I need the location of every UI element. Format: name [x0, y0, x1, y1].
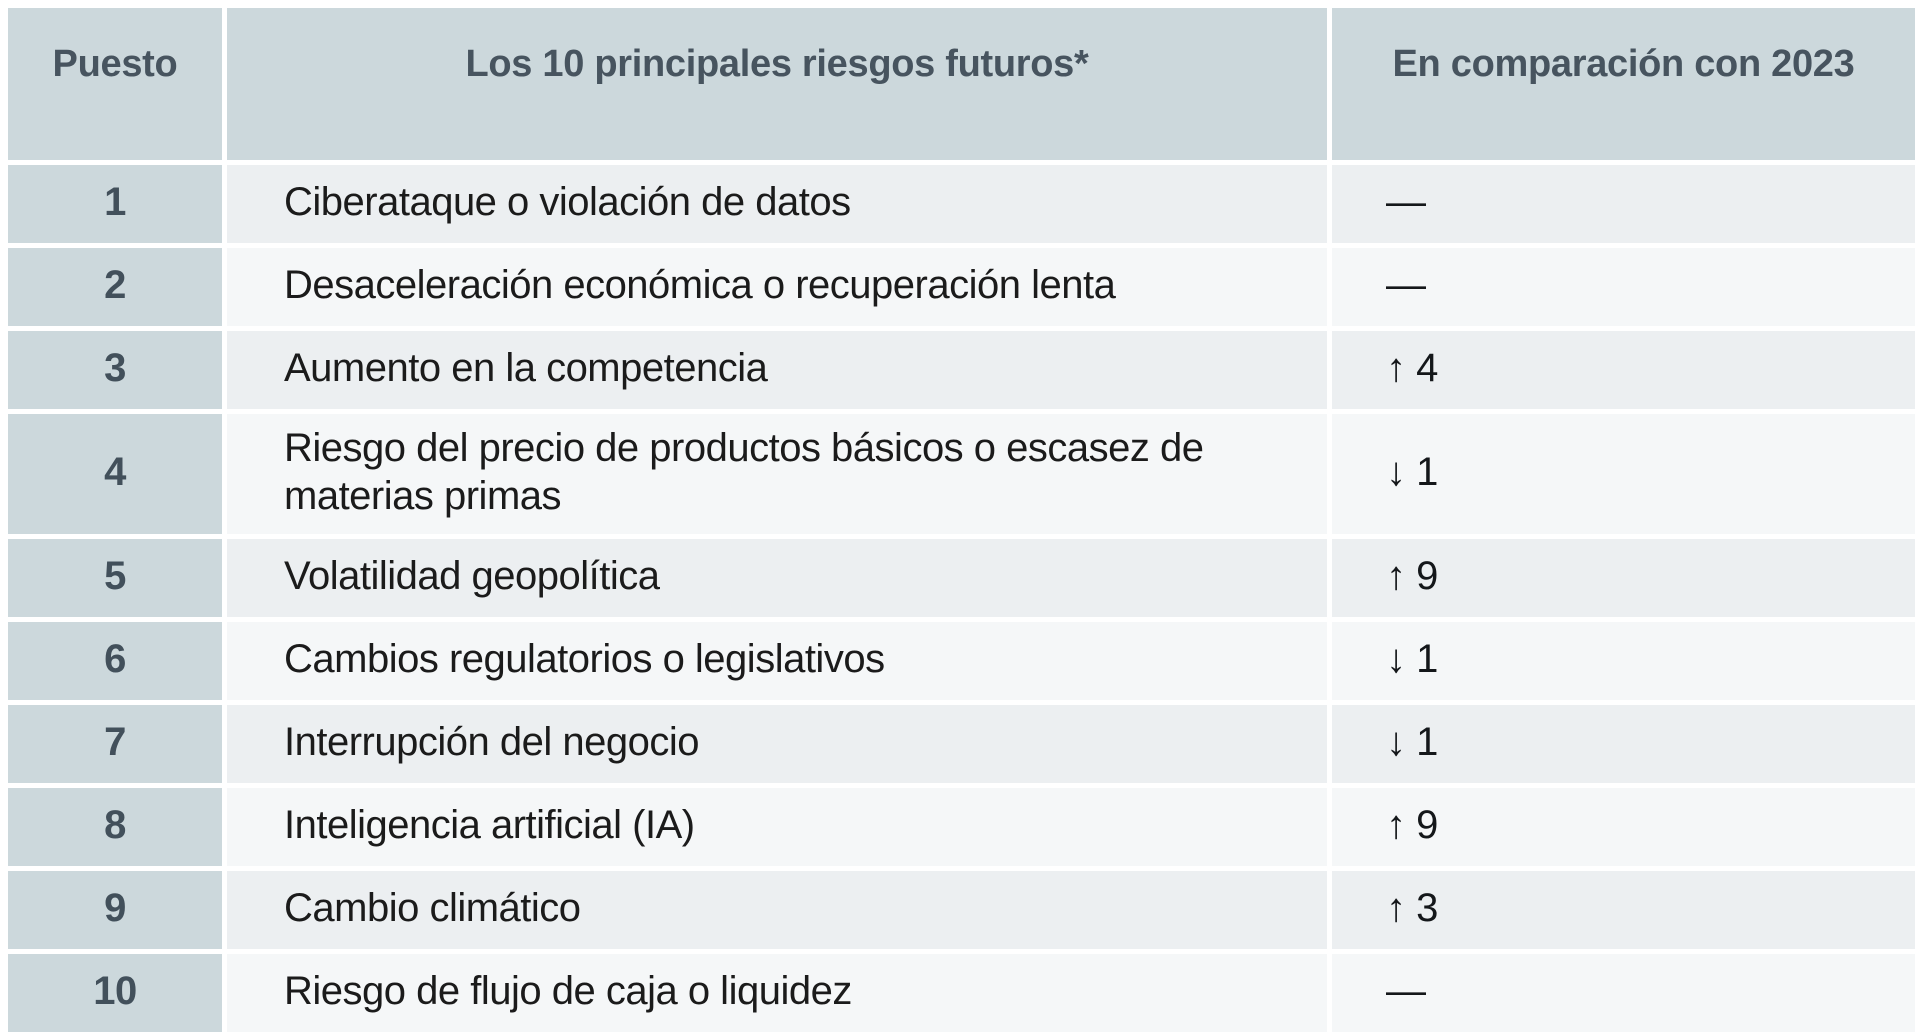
change-cell: ↓ 1 [1332, 414, 1915, 534]
table-row: 9 Cambio climático ↑ 3 [8, 871, 1915, 949]
rank-cell: 8 [8, 788, 222, 866]
change-cell: ↑ 9 [1332, 539, 1915, 617]
risk-cell: Riesgo de flujo de caja o liquidez [227, 954, 1327, 1032]
risk-cell: Inteligencia artificial (IA) [227, 788, 1327, 866]
risk-cell: Volatilidad geopolítica [227, 539, 1327, 617]
table-row: 2 Desaceleración económica o recuperació… [8, 248, 1915, 326]
rank-cell: 4 [8, 414, 222, 534]
change-cell: ↑ 3 [1332, 871, 1915, 949]
change-cell: ↓ 1 [1332, 705, 1915, 783]
table-row: 5 Volatilidad geopolítica ↑ 9 [8, 539, 1915, 617]
rank-cell: 10 [8, 954, 222, 1032]
risk-cell: Interrupción del negocio [227, 705, 1327, 783]
change-cell: — [1332, 248, 1915, 326]
rank-cell: 7 [8, 705, 222, 783]
header-risk-title: Los 10 principales riesgos futuros* [227, 8, 1327, 160]
top-future-risks-table: Puesto Los 10 principales riesgos futuro… [3, 3, 1920, 1032]
table-header-row: Puesto Los 10 principales riesgos futuro… [8, 8, 1915, 160]
change-cell: ↑ 9 [1332, 788, 1915, 866]
risk-cell: Aumento en la competencia [227, 331, 1327, 409]
risk-cell: Ciberataque o violación de datos [227, 165, 1327, 243]
rank-cell: 3 [8, 331, 222, 409]
header-comparison-2023: En comparación con 2023 [1332, 8, 1915, 160]
risk-cell: Riesgo del precio de productos básicos o… [227, 414, 1327, 534]
table-row: 7 Interrupción del negocio ↓ 1 [8, 705, 1915, 783]
table-row: 6 Cambios regulatorios o legislativos ↓ … [8, 622, 1915, 700]
change-cell: ↓ 1 [1332, 622, 1915, 700]
rank-cell: 9 [8, 871, 222, 949]
header-rank: Puesto [8, 8, 222, 160]
rank-cell: 1 [8, 165, 222, 243]
table-row: 1 Ciberataque o violación de datos — [8, 165, 1915, 243]
change-cell: ↑ 4 [1332, 331, 1915, 409]
table-row: 8 Inteligencia artificial (IA) ↑ 9 [8, 788, 1915, 866]
risk-cell: Cambio climático [227, 871, 1327, 949]
rank-cell: 2 [8, 248, 222, 326]
table-row: 3 Aumento en la competencia ↑ 4 [8, 331, 1915, 409]
change-cell: — [1332, 954, 1915, 1032]
rank-cell: 6 [8, 622, 222, 700]
risk-cell: Desaceleración económica o recuperación … [227, 248, 1327, 326]
risk-cell: Cambios regulatorios o legislativos [227, 622, 1327, 700]
table-row: 10 Riesgo de flujo de caja o liquidez — [8, 954, 1915, 1032]
rank-cell: 5 [8, 539, 222, 617]
change-cell: — [1332, 165, 1915, 243]
table-row: 4 Riesgo del precio de productos básicos… [8, 414, 1915, 534]
